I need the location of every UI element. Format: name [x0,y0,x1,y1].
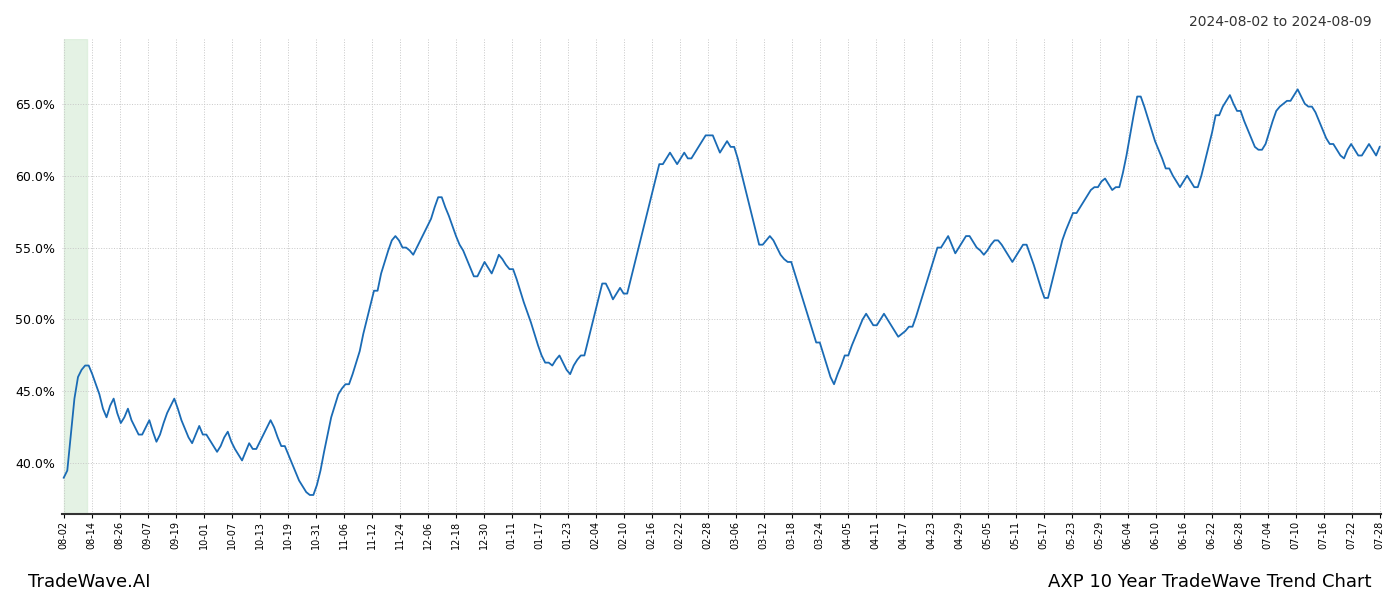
Text: 2024-08-02 to 2024-08-09: 2024-08-02 to 2024-08-09 [1190,15,1372,29]
Text: TradeWave.AI: TradeWave.AI [28,573,151,591]
Bar [64,39,87,514]
Text: AXP 10 Year TradeWave Trend Chart: AXP 10 Year TradeWave Trend Chart [1049,573,1372,591]
